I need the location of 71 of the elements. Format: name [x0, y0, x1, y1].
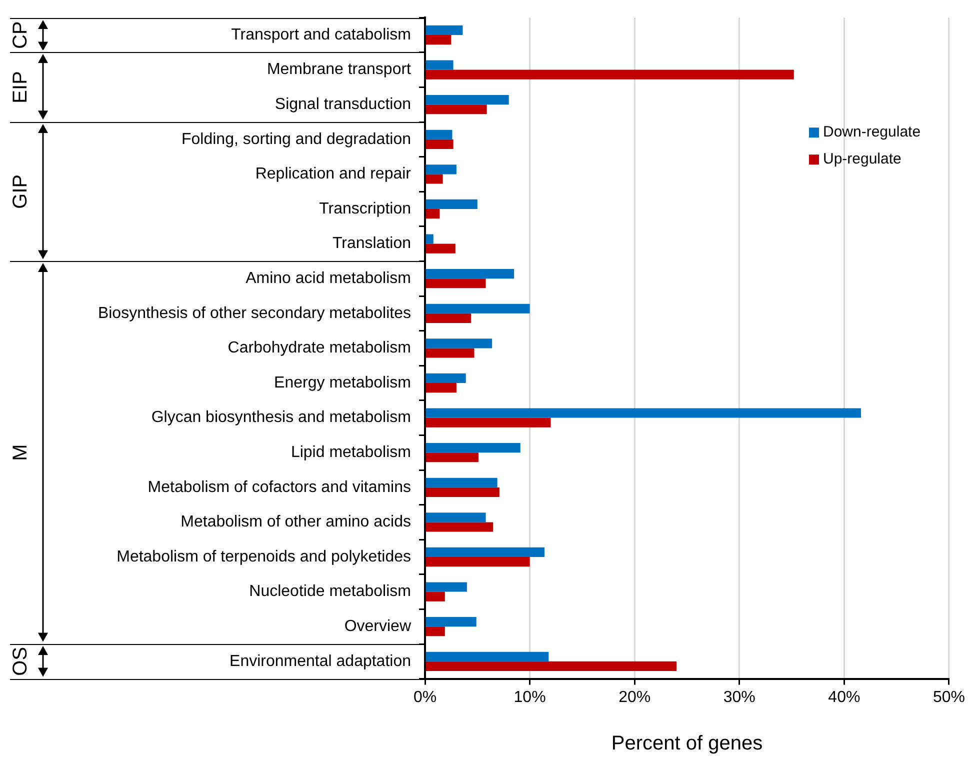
bar: [426, 383, 456, 393]
y-tick-label: Transport and catabolism: [231, 26, 411, 44]
bar: [426, 70, 794, 80]
bar: [426, 373, 466, 383]
bar: [426, 418, 551, 428]
bar: [426, 478, 498, 488]
bar: [426, 139, 454, 149]
bar: [426, 60, 454, 70]
bar: [426, 25, 463, 35]
bar: [426, 304, 530, 314]
bar: [426, 313, 472, 323]
y-tick-label: Membrane transport: [266, 61, 412, 78]
y-tick-label: Nucleotide metabolism: [249, 583, 411, 600]
x-tick-label: 20%: [618, 688, 651, 706]
y-tick-label: Metabolism of other amino acids: [180, 514, 411, 531]
bar: [426, 348, 474, 358]
y-tick-label: Replication and repair: [255, 166, 412, 183]
x-axis-title: Percent of genes: [611, 732, 763, 755]
y-tick-label: Biosynthesis of other secondary metabolites: [98, 304, 411, 322]
bar: [426, 130, 452, 140]
bar: [426, 557, 530, 567]
x-tick-label: 0%: [413, 688, 437, 706]
y-tick-label: Amino acid metabolism: [246, 270, 411, 288]
y-tick-label: Environmental adaptation: [230, 652, 411, 670]
x-tick-label: 50%: [932, 688, 966, 706]
x-tick-label: 10%: [514, 688, 546, 706]
text: CP: [10, 21, 32, 49]
y-tick-label: Metabolism of terpenoids and polyketides: [116, 548, 411, 566]
bar: [426, 104, 487, 114]
bar: [426, 269, 514, 279]
bar: [426, 617, 476, 627]
bar: [426, 338, 492, 348]
bar: [426, 592, 445, 602]
bar: [426, 234, 434, 244]
y-tick-label: Energy metabolism: [274, 374, 411, 392]
bar: [426, 199, 478, 209]
bar: [426, 174, 443, 184]
y-tick-label: Lipid metabolism: [290, 444, 411, 462]
y-tick-label: Metabolism of cofactors and vitamins: [148, 478, 411, 496]
bar: [426, 512, 486, 522]
y-tick-label: Signal transduction: [274, 96, 411, 114]
y-tick-label: Folding, sorting and degradation: [182, 130, 411, 148]
x-tick-label: 40%: [828, 688, 860, 706]
bar: [426, 95, 509, 105]
bar: [426, 452, 478, 462]
y-tick-label: Translation: [332, 235, 411, 252]
bar: [426, 522, 494, 532]
y-tick-label: Transcription: [319, 200, 411, 218]
bar: [426, 652, 549, 662]
bar: [426, 408, 861, 418]
y-tick-label: Carbohydrate metabolism: [228, 340, 411, 357]
text: M: [10, 444, 32, 461]
text: GIP: [10, 174, 32, 209]
bar: [426, 582, 467, 592]
bar: [426, 278, 486, 288]
text: EIP: [10, 71, 32, 104]
bar: [426, 547, 544, 557]
y-tick-label: Overview: [344, 618, 412, 636]
bar: [426, 487, 500, 497]
text: OS: [10, 646, 32, 676]
y-tick-label: Glycan biosynthesis and metabolism: [151, 409, 411, 426]
bar: [426, 244, 456, 254]
bar: [426, 164, 456, 174]
bar: [426, 35, 452, 45]
legend-label: Down-regulate: [822, 124, 921, 141]
bar: [426, 443, 520, 453]
bar: [426, 661, 677, 671]
x-tick-label: 30%: [723, 688, 756, 706]
bar: [426, 209, 440, 219]
bar: [426, 626, 445, 636]
legend-label: Up-regulate: [822, 150, 902, 168]
